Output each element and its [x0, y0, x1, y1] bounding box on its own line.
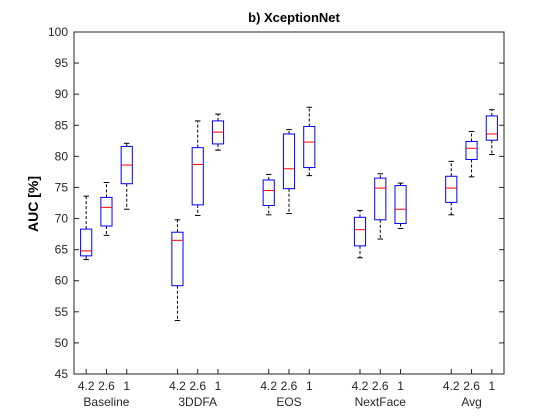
box — [262, 179, 275, 206]
x-tick-label: 2.6 — [98, 379, 115, 393]
y-axis-label: AUC [%] — [25, 176, 41, 232]
box — [353, 216, 367, 247]
x-tick-label: 4.2 — [169, 379, 186, 393]
x-tick-label: 4.2 — [352, 379, 369, 393]
y-tick-label: 60 — [55, 274, 69, 288]
box — [171, 231, 184, 287]
group-label: Avg — [461, 395, 481, 409]
group-label: NextFace — [355, 395, 407, 409]
y-tick-label: 45 — [55, 367, 69, 381]
x-tick-label: 1 — [306, 379, 313, 393]
y-tick-label: 90 — [55, 87, 69, 101]
y-tick-label: 95 — [55, 56, 69, 70]
box — [465, 140, 478, 160]
box — [303, 126, 316, 169]
x-tick-label: 4.2 — [78, 379, 95, 393]
y-tick-label: 85 — [55, 118, 69, 132]
x-tick-label: 2.6 — [189, 379, 206, 393]
x-tick-label: 2.6 — [281, 379, 298, 393]
y-tick-label: 75 — [55, 180, 69, 194]
y-tick-label: 55 — [55, 305, 69, 319]
group-label: Baseline — [83, 395, 129, 409]
y-tick-label: 65 — [55, 243, 69, 257]
y-tick-label: 70 — [55, 212, 69, 226]
box — [394, 185, 407, 225]
y-tick-label: 50 — [55, 336, 69, 350]
box — [374, 177, 387, 221]
chart-title: b) XceptionNet — [248, 10, 340, 25]
plot-frame — [73, 31, 505, 375]
group-label: EOS — [276, 395, 301, 409]
x-tick-label: 4.2 — [260, 379, 277, 393]
x-tick-label: 1 — [215, 379, 222, 393]
box — [80, 228, 93, 257]
x-tick-label: 1 — [123, 379, 130, 393]
y-tick-label: 80 — [55, 149, 69, 163]
x-tick-label: 1 — [397, 379, 404, 393]
x-tick-label: 1 — [488, 379, 495, 393]
y-tick-label: 100 — [48, 25, 68, 39]
box — [191, 147, 204, 206]
group-label: 3DDFA — [178, 395, 217, 409]
x-tick-label: 2.6 — [372, 379, 389, 393]
box — [282, 133, 296, 190]
box — [445, 175, 458, 203]
box — [100, 196, 113, 227]
box — [485, 115, 498, 141]
x-tick-label: 2.6 — [463, 379, 480, 393]
x-tick-label: 4.2 — [443, 379, 460, 393]
